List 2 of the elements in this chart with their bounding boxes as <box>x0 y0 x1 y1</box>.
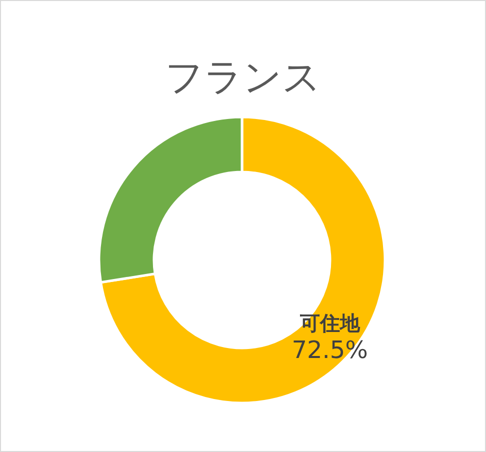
slice-label: 可住地 <box>298 311 361 336</box>
chart-title: フランス <box>165 55 321 99</box>
